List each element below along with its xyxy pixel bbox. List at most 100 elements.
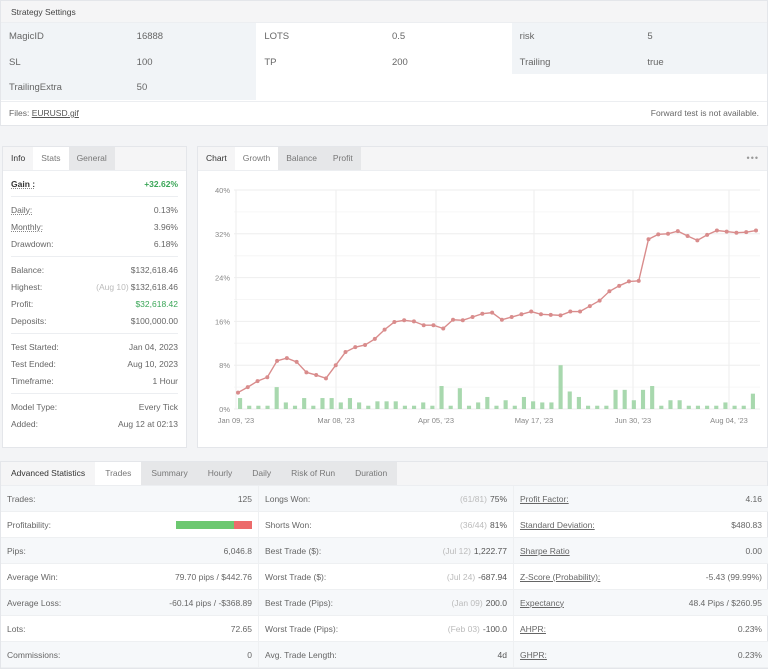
tab-chart[interactable]: Chart [206,153,227,163]
profitability-bar [176,520,252,529]
growth-point[interactable] [333,363,338,368]
stat-label[interactable]: Sharpe Ratio [520,545,570,556]
growth-point[interactable] [460,318,465,323]
growth-point[interactable] [558,313,563,318]
ellipsis-icon[interactable]: ••• [746,153,759,163]
growth-point[interactable] [480,311,485,316]
tab-advanced-statistics[interactable]: Advanced Statistics [11,468,86,478]
growth-point[interactable] [685,233,690,238]
stat-label: Worst Trade (Pips): [265,623,339,634]
growth-point[interactable] [236,390,240,395]
growth-point[interactable] [724,229,729,234]
stat-label[interactable]: GHPR: [520,649,547,660]
tab-general[interactable]: General [68,147,115,170]
x-tick-label: Jun 30, '23 [615,416,651,425]
growth-point[interactable] [304,370,309,375]
growth-point[interactable] [363,342,368,347]
growth-point[interactable] [538,312,543,317]
growth-point[interactable] [656,232,661,237]
stat-muted: (Feb 03) [447,623,480,634]
growth-point[interactable] [646,237,651,242]
growth-point[interactable] [714,228,719,233]
tab-duration[interactable]: Duration [345,462,398,485]
growth-point[interactable] [314,373,319,378]
advanced-tabs: Advanced Statistics Trades Summary Hourl… [1,462,767,486]
growth-point[interactable] [529,309,534,314]
growth-point[interactable] [343,350,348,355]
growth-point[interactable] [275,358,280,363]
trade-bar [558,365,563,409]
growth-point[interactable] [754,228,758,233]
growth-point[interactable] [675,229,680,234]
growth-point[interactable] [695,238,700,243]
tab-stats[interactable]: Stats [33,147,69,170]
monthly-label[interactable]: Monthly: [11,221,44,232]
growth-point[interactable] [548,312,553,317]
growth-point[interactable] [441,326,446,331]
growth-point[interactable] [421,323,426,328]
stat-label[interactable]: Standard Deviation: [520,519,595,530]
trade-bar [705,405,710,409]
stat-label[interactable]: Z-Score (Probability): [520,571,601,582]
drawdown-value: 6.18% [153,238,178,249]
stat-label[interactable]: Expectancy [520,597,564,608]
tab-profit[interactable]: Profit [324,147,361,170]
trade-bar [357,402,362,409]
growth-point[interactable] [666,231,671,236]
file-link[interactable]: EURUSD.gif [31,108,79,118]
growth-point[interactable] [578,309,583,314]
growth-point[interactable] [392,319,397,324]
daily-label[interactable]: Daily: [11,204,33,215]
trade-bar [631,400,636,409]
growth-point[interactable] [372,336,377,341]
growth-point[interactable] [294,359,299,364]
growth-point[interactable] [490,310,495,315]
growth-point[interactable] [411,319,416,324]
tab-balance[interactable]: Balance [278,147,325,170]
growth-point[interactable] [705,232,710,237]
model-type-label: Model Type: [11,401,58,412]
trade-bar [677,400,682,409]
growth-point[interactable] [636,278,641,283]
growth-point[interactable] [744,230,749,235]
growth-point[interactable] [284,356,289,361]
growth-point[interactable] [451,317,456,322]
growth-point[interactable] [587,304,592,309]
growth-point[interactable] [626,279,631,284]
stat-value: 79.70 pips / $442.76 [174,571,252,582]
growth-point[interactable] [519,312,524,317]
tab-summary[interactable]: Summary [141,462,198,485]
highest-value-wrap: (Aug 10) $132,618.46 [96,282,178,292]
stat-label[interactable]: Profit Factor: [520,493,569,504]
growth-point[interactable] [499,317,504,322]
growth-point[interactable] [245,385,250,390]
stat-value: 48.4 Pips / $260.95 [688,597,762,608]
highest-label: Highest: [11,281,43,292]
tab-risk-of-run[interactable]: Risk of Run [281,462,346,485]
growth-point[interactable] [323,376,328,381]
growth-point[interactable] [509,315,514,320]
growth-point[interactable] [568,309,573,314]
growth-point[interactable] [265,375,270,380]
tab-info[interactable]: Info [11,153,26,163]
tab-growth[interactable]: Growth [234,147,279,170]
growth-point[interactable] [353,345,358,350]
tab-trades[interactable]: Trades [95,462,142,485]
stat-best-trade-usd: Best Trade ($): (Jul 12) 1,222.77 [259,538,514,564]
growth-point[interactable] [255,379,260,384]
growth-point[interactable] [617,283,622,288]
trade-bar [238,398,243,409]
daily-value: 0.13% [153,204,178,215]
growth-point[interactable] [734,230,739,235]
tab-daily[interactable]: Daily [242,462,282,485]
param-name: Trailing [511,48,640,74]
tab-hourly[interactable]: Hourly [197,462,243,485]
growth-point[interactable] [402,318,407,323]
growth-point[interactable] [470,315,475,320]
gain-label[interactable]: Gain : [11,178,36,189]
stat-label[interactable]: AHPR: [520,623,546,634]
growth-point[interactable] [431,323,436,328]
growth-point[interactable] [597,298,602,303]
growth-point[interactable] [607,289,612,294]
growth-point[interactable] [382,327,387,332]
